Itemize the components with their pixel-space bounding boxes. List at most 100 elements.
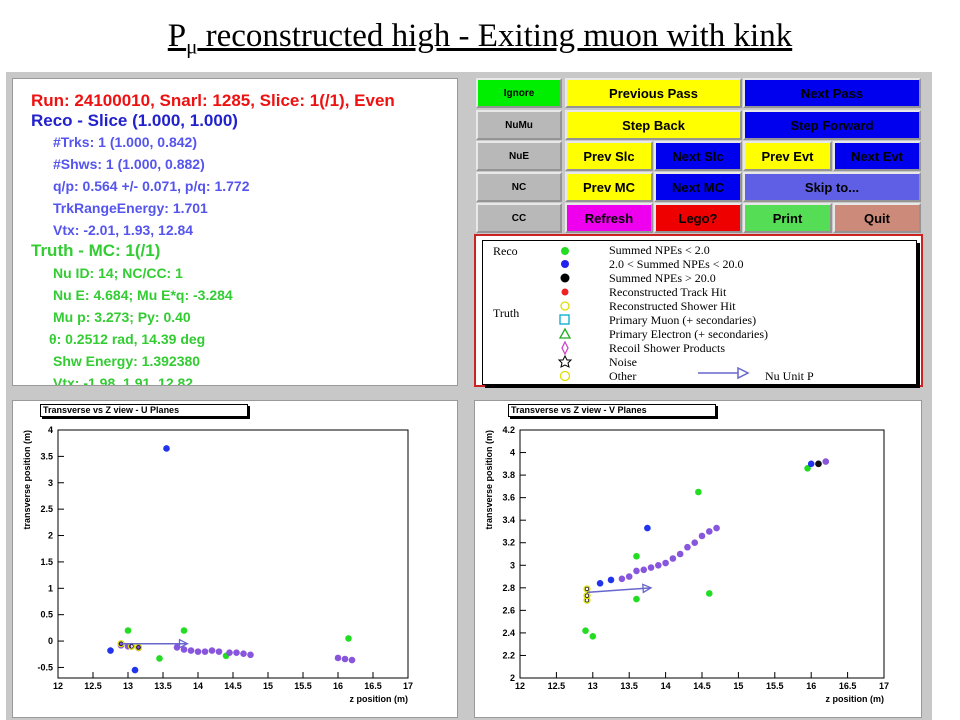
y-tick-label: 0.5: [40, 610, 53, 620]
hit-point-purple: [647, 564, 655, 571]
x-tick-label: 12.5: [548, 681, 566, 691]
prev-evt-button[interactable]: Prev Evt: [743, 141, 832, 171]
hit-point-purple: [625, 573, 633, 580]
hit-point-blue: [607, 576, 615, 584]
y-tick-label: 1: [48, 583, 53, 593]
y-tick-label: 2: [510, 673, 515, 683]
hit-point-green: [633, 552, 640, 560]
x-tick-label: 15.5: [766, 681, 784, 691]
nu-direction-arrow: [586, 587, 652, 594]
next-evt-button[interactable]: Next Evt: [833, 141, 921, 171]
nue-button[interactable]: NuE: [476, 141, 562, 171]
x-tick-label: 14.5: [693, 681, 711, 691]
legend-item: Other: [609, 369, 637, 383]
x-tick-label: 14: [193, 681, 203, 691]
numu-button[interactable]: NuMu: [476, 110, 562, 140]
legend-item: 2.0 < Summed NPEs < 20.0: [609, 257, 744, 271]
x-tick-label: 17: [879, 681, 889, 691]
step-back-button[interactable]: Step Back: [565, 110, 742, 140]
y-tick-label: 2.6: [502, 605, 515, 615]
hit-point-blue: [107, 647, 114, 654]
arrow-head-icon: [737, 366, 750, 380]
skip-to-button[interactable]: Skip to...: [743, 172, 921, 202]
y-tick-label: 4: [510, 448, 515, 458]
truth-line: Nu E: 4.684; Mu E*q: -3.284: [53, 287, 233, 303]
hit-point-purple: [334, 654, 342, 662]
step-forward-button[interactable]: Step Forward: [743, 110, 921, 140]
x-tick-label: 13.5: [620, 681, 638, 691]
hit-point-green: [705, 590, 713, 597]
truth-marker-core: [136, 645, 141, 650]
y-tick-label: 4: [48, 425, 53, 435]
x-tick-label: 14: [661, 681, 671, 691]
truth-marker: [583, 592, 591, 600]
hit-point-purple: [194, 648, 202, 655]
y-tick-label: 2.8: [502, 583, 515, 593]
print-button[interactable]: Print: [743, 203, 832, 233]
truth-line: Vtx: -1.98, 1.91, 12.82: [53, 375, 194, 386]
reco-header: Reco - Slice (1.000, 1.000): [31, 111, 238, 130]
x-tick-label: 14.5: [224, 681, 242, 691]
hit-point-blue: [644, 524, 651, 532]
hit-point-purple: [676, 550, 684, 558]
quit-button[interactable]: Quit: [833, 203, 921, 233]
v-plane-plot: 12 12.5 13 13.5 14 14.5 15 15.5 16 16.5 17 2 2.2 2.4 2…: [484, 425, 889, 704]
magenta-diamond-icon: [561, 340, 569, 356]
prev-mc-button[interactable]: Prev MC: [565, 172, 653, 202]
x-tick-label: 17: [403, 681, 413, 691]
x-tick-label: 16.5: [364, 681, 382, 691]
reco-line: q/p: 0.564 +/- 0.071, p/q: 1.772: [53, 178, 250, 194]
x-tick-label: 15: [733, 681, 743, 691]
previous-pass-button[interactable]: Previous Pass: [565, 78, 742, 108]
nc-button[interactable]: NC: [476, 172, 562, 202]
cc-button[interactable]: CC: [476, 203, 562, 233]
event-info-box: Run: 24100010, Snarl: 1285, Slice: 1(/1)…: [12, 78, 458, 386]
y-tick-label: 3.2: [502, 538, 515, 548]
y-tick-label: 2.4: [502, 628, 515, 638]
legend-item: Reconstructed Shower Hit: [609, 299, 736, 313]
prev-slc-button[interactable]: Prev Slc: [565, 141, 653, 171]
hit-point-green: [156, 655, 163, 662]
hit-point-purple: [822, 458, 830, 465]
green-dot-icon: [561, 247, 569, 255]
hit-point-purple: [662, 559, 669, 567]
other-marker-icon: [559, 370, 571, 382]
truth-line: Mu p: 3.273; Py: 0.40: [53, 309, 191, 325]
hit-point-purple: [713, 524, 720, 532]
hit-point-purple: [669, 555, 677, 562]
hit-point-blue: [596, 580, 604, 587]
next-mc-button[interactable]: Next MC: [654, 172, 742, 202]
blue-dot-icon: [561, 260, 569, 268]
reco-line: TrkRangeEnergy: 1.701: [53, 200, 208, 216]
u-plane-plot: 12 12.5 13 13.5 14 14.5 15 15.5 16 16.5 17-0.500.5…: [22, 425, 413, 704]
truth-marker-core: [584, 586, 590, 592]
plot-frame: [519, 429, 885, 679]
green-triangle-icon: [558, 327, 572, 339]
plot-frame: [57, 429, 409, 679]
hit-point-purple: [618, 575, 626, 583]
reco-line: #Shws: 1 (1.000, 0.882): [53, 156, 205, 172]
hit-point-purple: [240, 650, 247, 658]
hit-point-green: [695, 488, 702, 496]
hit-point-purple: [201, 648, 209, 655]
truth-header: Truth - MC: 1(/1): [31, 241, 161, 260]
hit-point-blue: [163, 445, 170, 452]
next-pass-button[interactable]: Next Pass: [743, 78, 921, 108]
truth-marker-core: [129, 644, 134, 649]
lego-button[interactable]: Lego?: [654, 203, 742, 233]
next-slc-button[interactable]: Next Slc: [654, 141, 742, 171]
x-tick-label: 15.5: [294, 681, 312, 691]
legend-arrow-label: Nu Unit P: [765, 369, 814, 383]
hit-point-purple: [341, 655, 349, 663]
refresh-button[interactable]: Refresh: [565, 203, 653, 233]
ignore-button[interactable]: Ignore: [476, 78, 562, 108]
x-tick-label: 16.5: [839, 681, 857, 691]
legend-reco-label: Reco: [493, 244, 518, 258]
hit-point-purple: [691, 539, 699, 547]
hit-point-purple: [247, 651, 254, 659]
hit-point-purple: [705, 528, 713, 535]
hit-point-green: [633, 595, 640, 603]
hit-point-purple: [233, 649, 240, 656]
hit-point-purple: [173, 644, 181, 651]
legend-item: Summed NPEs < 2.0: [609, 243, 710, 257]
